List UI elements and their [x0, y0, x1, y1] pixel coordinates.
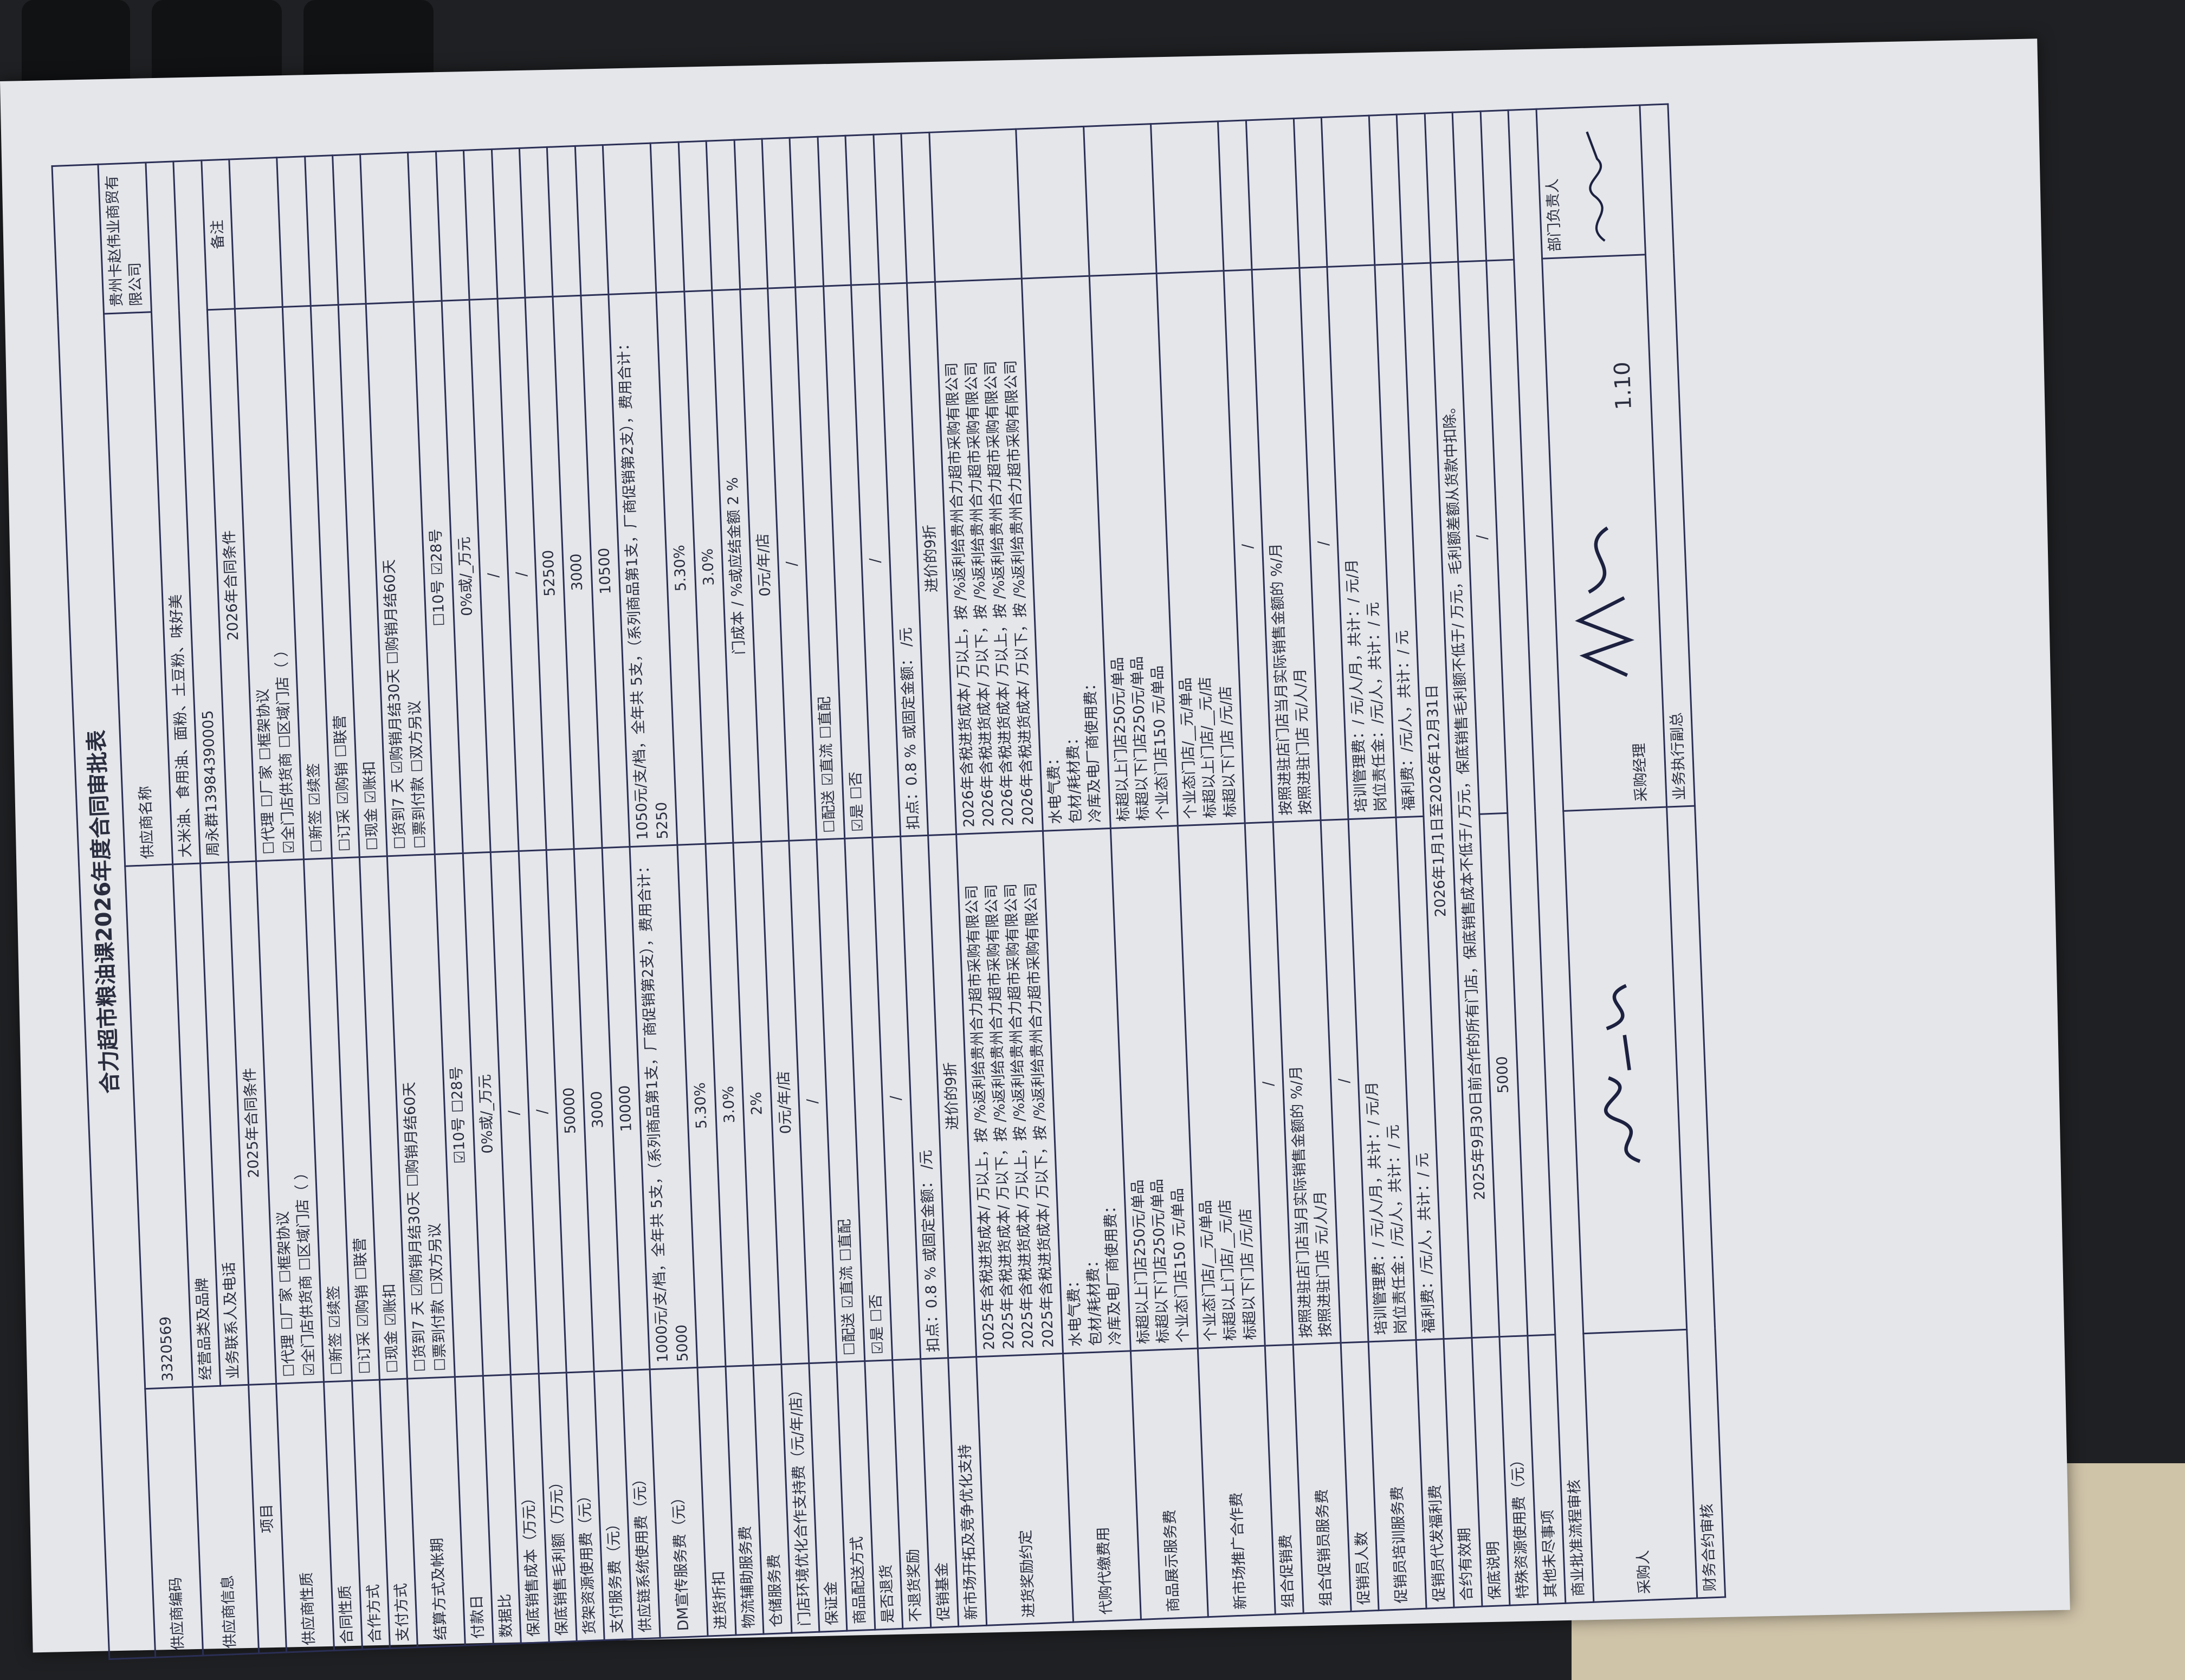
supplier-info-label: 供应商信息	[192, 1385, 259, 1656]
remarks-cell	[1150, 121, 1224, 274]
handwritten-signature	[1586, 131, 1606, 242]
paper-sheet: 合力超市粮油课2026年度合同审批表 供应商编码 3320569 供应商名称 贵…	[0, 38, 2070, 1659]
supplier-name: 贵州卡赵伟业商贸有限公司	[98, 162, 152, 314]
remarks-cell	[1016, 126, 1089, 279]
manager-sign-date: 1.10	[1609, 361, 1637, 411]
remarks-cell	[603, 143, 656, 295]
row-label: 进货奖励约定	[976, 1353, 1074, 1626]
row-label: 代购代缴费用	[1063, 1351, 1141, 1623]
remarks-cell	[229, 157, 283, 309]
remarks-cell	[360, 152, 414, 304]
manager-signature-cell: 采购经理 1.10	[1542, 254, 1667, 811]
remarks-cell	[929, 129, 1022, 282]
dept-head-label: 部门负责人	[1543, 178, 1564, 252]
form-table: 合力超市粮油课2026年度合同审批表 供应商编码 3320569 供应商名称 贵…	[51, 103, 1726, 1660]
buyer-signature	[1563, 806, 1688, 1334]
row-label: 新市场推广合作费	[1198, 1345, 1276, 1617]
remarks-cell	[1246, 118, 1300, 270]
remarks-cell	[1321, 115, 1375, 267]
buyer-label: 采购人	[1583, 1329, 1698, 1603]
handwritten-signature	[1575, 526, 1635, 677]
dept-head-cell: 部门负责人	[1536, 105, 1646, 259]
row-label: 商品展示服务费	[1130, 1348, 1208, 1620]
remarks-cell	[1083, 124, 1157, 276]
handwritten-signature	[1604, 984, 1640, 1163]
contract-approval-form: 合力超市粮油课2026年度合同审批表 供应商编码 3320569 供应商名称 贵…	[51, 89, 2085, 1660]
manager-label: 采购经理	[1631, 742, 1650, 802]
